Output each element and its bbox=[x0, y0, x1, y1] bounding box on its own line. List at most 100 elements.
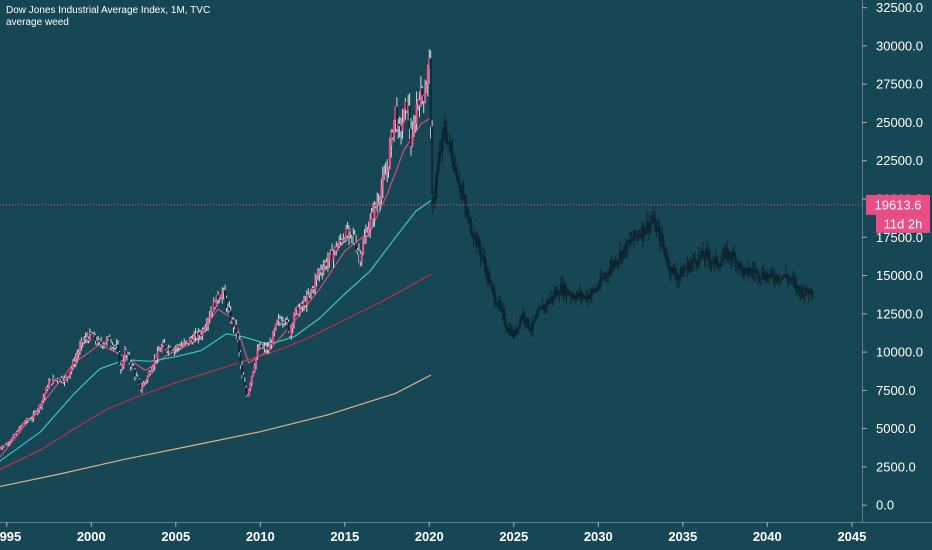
projection-candle bbox=[517, 327, 520, 329]
projection-candle bbox=[545, 300, 548, 307]
projection-candle bbox=[640, 234, 643, 238]
projection-candle bbox=[809, 289, 812, 295]
history-candle bbox=[387, 166, 390, 171]
history-candle bbox=[426, 68, 429, 85]
projection-candle bbox=[645, 221, 648, 231]
history-candle bbox=[28, 419, 31, 421]
projection-candle bbox=[599, 277, 602, 287]
projection-candle bbox=[511, 330, 515, 337]
history-candle bbox=[38, 405, 41, 410]
projection-candle bbox=[665, 255, 668, 262]
history-candle bbox=[180, 345, 183, 348]
projection-candle bbox=[744, 268, 747, 271]
history-candle bbox=[60, 377, 63, 382]
history-candle bbox=[391, 132, 394, 138]
history-candle bbox=[388, 145, 391, 167]
projection-candle bbox=[711, 262, 715, 264]
projection-candle bbox=[741, 267, 744, 276]
history-candle bbox=[67, 376, 70, 378]
history-candle bbox=[128, 355, 131, 363]
projection-candle bbox=[748, 273, 751, 275]
history-candle bbox=[380, 188, 383, 199]
projection-candle bbox=[445, 134, 448, 144]
y-tick-label: 12500.0 bbox=[876, 306, 923, 321]
projection-candle bbox=[737, 262, 740, 268]
projection-candle bbox=[495, 302, 498, 305]
history-candle bbox=[295, 307, 298, 310]
history-candle bbox=[205, 324, 208, 328]
history-candle bbox=[242, 374, 245, 382]
history-candle bbox=[131, 365, 134, 367]
projection-candle bbox=[734, 255, 737, 264]
projection-candle bbox=[754, 270, 757, 274]
countdown-tag-background bbox=[876, 214, 930, 233]
projection-candle bbox=[509, 328, 512, 336]
history-candle bbox=[56, 378, 59, 380]
projection-candle bbox=[752, 271, 755, 274]
history-candle bbox=[152, 366, 155, 370]
history-candle bbox=[228, 307, 231, 311]
history-candle bbox=[7, 443, 10, 445]
projection-candle bbox=[795, 282, 798, 290]
projection-candle bbox=[586, 295, 589, 300]
history-candle bbox=[240, 365, 244, 375]
history-candle bbox=[9, 440, 13, 442]
history-candle bbox=[398, 123, 401, 126]
history-candle bbox=[118, 352, 121, 366]
history-candle bbox=[49, 380, 52, 382]
projection-candle bbox=[503, 312, 506, 324]
projection-candle bbox=[465, 205, 468, 215]
y-tick-label: 15000.0 bbox=[876, 268, 923, 283]
y-tick-label: 10000.0 bbox=[876, 345, 923, 360]
projection-candle bbox=[668, 259, 671, 271]
history-candle bbox=[140, 387, 144, 390]
history-candle bbox=[95, 340, 98, 344]
history-candle bbox=[286, 320, 289, 322]
projection-candle bbox=[792, 278, 795, 281]
history-candle bbox=[278, 319, 282, 322]
history-candle bbox=[307, 295, 310, 297]
history-candle bbox=[222, 290, 225, 293]
projection-candle bbox=[458, 182, 461, 188]
projection-candle bbox=[728, 251, 731, 258]
projection-candle bbox=[552, 293, 555, 300]
projection-candle bbox=[534, 316, 537, 321]
history-candle bbox=[316, 274, 320, 277]
history-candle bbox=[102, 344, 105, 346]
projection-candle bbox=[786, 277, 789, 281]
history-candle bbox=[264, 346, 267, 350]
projection-candle bbox=[462, 193, 465, 197]
history-candle bbox=[232, 319, 235, 328]
history-candle bbox=[84, 337, 87, 340]
projection-candle bbox=[527, 318, 530, 328]
history-candle bbox=[345, 229, 348, 240]
history-candle bbox=[367, 228, 370, 236]
projection-candle bbox=[699, 255, 702, 257]
projection-candle bbox=[468, 215, 471, 219]
history-candle bbox=[16, 431, 20, 433]
projection-candle bbox=[448, 141, 451, 143]
history-candle bbox=[326, 260, 329, 266]
projection-candle bbox=[620, 251, 623, 259]
projection-candle bbox=[530, 330, 533, 331]
history-candle bbox=[21, 424, 24, 427]
projection-candle bbox=[547, 300, 550, 304]
projection-candle bbox=[595, 288, 598, 292]
history-candle bbox=[53, 378, 56, 380]
ma-line-slow bbox=[0, 273, 432, 470]
projection-candle bbox=[802, 288, 805, 297]
projection-candle bbox=[783, 274, 786, 277]
projection-candle bbox=[507, 328, 510, 332]
history-candle bbox=[369, 218, 372, 229]
ma-line-mid bbox=[0, 200, 432, 462]
history-candle bbox=[90, 332, 93, 334]
history-candle bbox=[209, 311, 213, 316]
projection-candle bbox=[721, 257, 724, 261]
projection-candle bbox=[790, 278, 793, 280]
history-candle bbox=[352, 234, 355, 236]
history-candle bbox=[25, 419, 28, 422]
history-candle bbox=[412, 125, 415, 135]
history-candle bbox=[353, 235, 356, 244]
